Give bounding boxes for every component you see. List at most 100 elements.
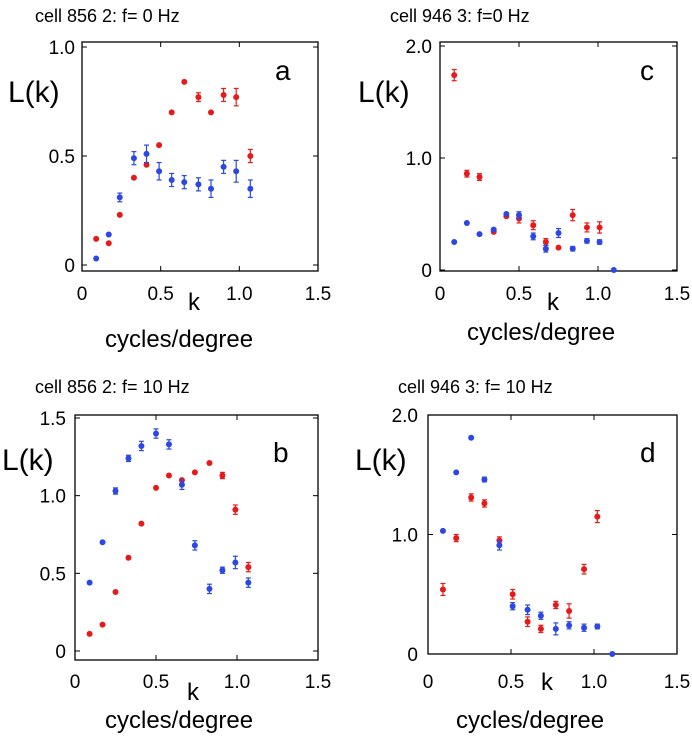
data-point: [609, 651, 616, 657]
data-points: [86, 428, 252, 637]
series-blue: [439, 434, 616, 657]
series-red: [93, 78, 254, 247]
panel-a: cell 856 2: f= 0 Hz a L(k) k cycles/degr…: [8, 6, 331, 353]
data-point: [463, 170, 470, 177]
y-tick-label: 1.5: [40, 409, 66, 430]
data-point: [555, 244, 562, 251]
data-point: [178, 481, 185, 488]
data-point: [247, 153, 254, 159]
data-point: [463, 219, 470, 226]
data-point: [233, 168, 240, 175]
series-blue: [86, 428, 252, 595]
data-point: [219, 567, 226, 574]
data-point: [156, 142, 163, 149]
data-point: [530, 222, 537, 229]
data-point: [581, 624, 588, 631]
data-point: [439, 586, 446, 593]
panel-letter: d: [640, 437, 656, 468]
y-ticks: 0 0.5 1.0 1.5: [40, 409, 318, 663]
data-point: [594, 513, 601, 520]
data-point: [143, 161, 150, 168]
panel-title: cell 946 3: f=0 Hz: [390, 6, 530, 26]
data-point: [143, 150, 150, 157]
data-point: [206, 460, 213, 467]
y-tick-label: 0.5: [49, 147, 75, 168]
data-point: [481, 500, 488, 507]
data-point: [481, 476, 488, 483]
data-point: [233, 94, 240, 101]
y-tick-label: 1.0: [49, 38, 75, 59]
plot-frame: [439, 41, 678, 272]
data-point: [524, 606, 531, 613]
data-point: [537, 612, 544, 619]
x-tick-label: 1.0: [581, 672, 607, 693]
data-point: [509, 591, 516, 598]
data-point: [165, 472, 172, 479]
x-axis-label: cycles/degree: [467, 319, 615, 346]
x-tick-label: 1.5: [664, 672, 690, 693]
data-point: [245, 579, 252, 586]
y-tick-label: 1.0: [406, 149, 432, 170]
data-point: [181, 179, 188, 186]
y-ticks: 0 1.0 2.0: [406, 37, 677, 282]
data-point: [165, 441, 172, 448]
data-points: [451, 68, 617, 273]
series-red: [86, 460, 252, 637]
data-point: [583, 237, 590, 244]
panel-b: cell 856 2: f= 10 Hz b L(k) k cycles/deg…: [2, 377, 331, 734]
y-ticks: 0 1.0 2.0: [392, 406, 677, 666]
data-point: [524, 618, 531, 625]
data-point: [195, 94, 202, 101]
data-point: [542, 245, 549, 252]
data-point: [596, 239, 603, 245]
series-blue: [451, 211, 617, 273]
data-point: [496, 542, 503, 549]
data-point: [208, 109, 215, 116]
x-tick-label: 1.0: [226, 284, 252, 305]
x-tick-label: 1.0: [224, 672, 250, 693]
x-ticks: 0 0.5 1.0 1.5: [435, 42, 690, 305]
data-point: [195, 181, 202, 188]
data-point: [439, 527, 446, 534]
data-point: [583, 224, 590, 231]
data-point: [86, 630, 93, 637]
x-ticks: 0 0.5 1.0 1.5: [70, 415, 331, 693]
data-point: [552, 625, 559, 632]
y-axis-label: L(k): [358, 76, 410, 109]
data-point: [503, 211, 510, 217]
x-axis-k-label: k: [547, 289, 560, 316]
x-tick-label: 1.0: [585, 284, 611, 305]
panel-c: cell 946 3: f=0 Hz c L(k) k cycles/degre…: [358, 6, 690, 346]
x-tick-label: 0.5: [143, 672, 169, 693]
data-point: [542, 239, 549, 245]
x-tick-label: 1.5: [305, 284, 331, 305]
data-point: [105, 240, 112, 247]
y-tick-label: 0: [64, 256, 75, 277]
y-axis-label: L(k): [2, 444, 54, 477]
panel-d: cell 946 3: f= 10 Hz d L(k) k cycles/deg…: [355, 377, 690, 734]
data-point: [125, 554, 132, 561]
y-tick-label: 2.0: [392, 406, 418, 427]
x-ticks: 0 0.5 1.0 1.5: [423, 415, 690, 693]
data-point: [537, 625, 544, 632]
x-tick-label: 1.5: [664, 284, 690, 305]
x-tick-label: 0: [435, 284, 446, 305]
data-point: [468, 434, 475, 441]
data-point: [232, 506, 239, 513]
y-tick-label: 0.5: [40, 564, 66, 585]
data-point: [569, 212, 576, 219]
data-point: [208, 185, 215, 192]
series-red: [451, 68, 603, 251]
panel-title: cell 856 2: f= 10 Hz: [35, 377, 190, 397]
data-point: [490, 226, 497, 233]
x-tick-label: 0: [423, 672, 434, 693]
data-point: [476, 231, 483, 238]
x-ticks: 0 0.5 1.0 1.5: [77, 42, 331, 305]
data-point: [125, 455, 132, 462]
data-point: [245, 564, 252, 571]
data-point: [168, 109, 175, 116]
x-axis-label: cycles/degree: [456, 707, 604, 734]
y-axis-label: L(k): [8, 76, 60, 109]
data-point: [581, 566, 588, 573]
data-point: [130, 155, 137, 162]
